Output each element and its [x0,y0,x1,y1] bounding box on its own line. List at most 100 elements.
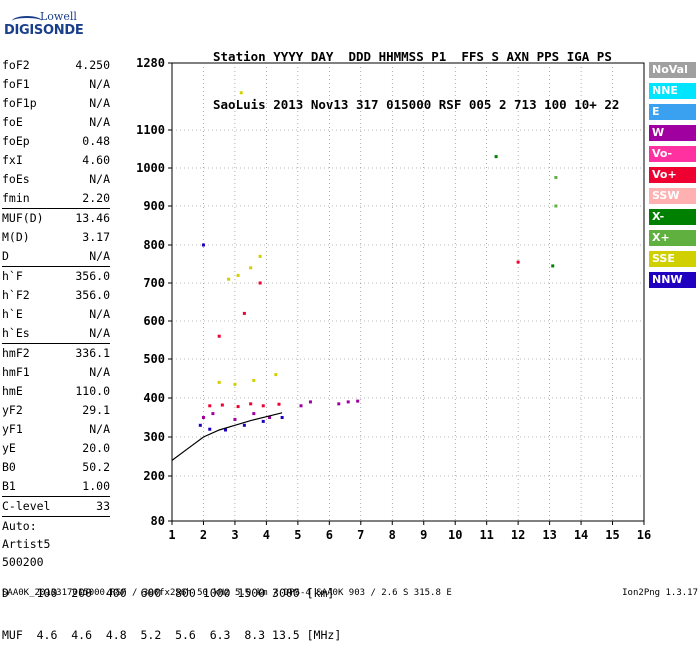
param-value: 33 [96,499,110,513]
y-tick-label: 700 [143,276,165,290]
y-tick-label: 900 [143,199,165,213]
param-key: foF1 [2,77,30,91]
x-tick-label: 6 [326,528,333,542]
y-tick-label: 1280 [136,56,165,70]
data-point-vo [242,311,246,315]
param-separator [2,266,110,267]
data-point-nnw [261,419,265,423]
param-row-he: h`E N/A [2,305,110,324]
param-separator [2,343,110,344]
param-key: foF1p [2,96,37,110]
data-point-w [201,416,205,419]
data-point-w [346,400,350,404]
data-point-sse [233,382,237,386]
auto-line: Auto: [2,519,37,533]
ionogram-chart: 1 2 3 4 5 6 7 8 9 10 11 12 13 14 15 1680200300400500600… [136,56,651,542]
param-key: fmin [2,191,30,205]
y-tick-label: 200 [143,469,165,483]
x-tick-label: 7 [357,528,364,542]
station-header: Station YYYY DAY DDD HHMMSS P1 FFS S AXN… [213,17,619,129]
x-tick-label: 9 [420,528,427,542]
lowell-digisonde-logo: Lowell DIGISONDE [4,10,84,44]
param-value: 20.0 [82,441,110,455]
data-point-sse [258,254,262,258]
param-row-foep: foEp 0.48 [2,132,110,151]
param-row-yf1: yF1 N/A [2,420,110,439]
x-tick-label: 8 [389,528,396,542]
parameter-panel: foF2 4.250 foF1 N/A foF1p N/A foE N/A foEp 0.48 fx… [2,56,110,571]
data-point-nnw [198,423,202,427]
param-key: h`F2 [2,288,30,302]
y-tick-label: 80 [151,514,165,528]
param-row-fof2: foF2 4.250 [2,56,110,75]
data-point-w [356,399,360,403]
param-row-hes: h`Es N/A [2,324,110,343]
data-point-w [211,412,215,416]
data-point-vo [208,404,212,408]
param-row-hme: hmE 110.0 [2,382,110,401]
param-key: foE [2,115,23,129]
param-key: yE [2,441,16,455]
param-key: yF1 [2,422,23,436]
legend-item-vo: Vo+ [649,167,696,183]
data-point-sse [236,273,240,277]
param-value: N/A [89,326,110,340]
version-text: Ion2Png 1.3.17 [622,588,698,598]
data-point-sse [227,277,231,281]
param-key: hmE [2,384,23,398]
logo-swoosh [12,16,42,26]
param-value: 356.0 [75,288,110,302]
param-value: N/A [89,365,110,379]
x-tick-label: 11 [479,528,493,542]
logo-text-top: Lowell [40,10,77,23]
x-tick-label: 2 [200,528,207,542]
data-point-w [308,400,312,404]
data-point-x [554,204,558,208]
legend-item-vo: Vo- [649,146,696,162]
legend-item-w: W [649,125,696,141]
x-tick-label: 16 [637,528,651,542]
muf-footer: D 100 200 400 600 800 1000 1500 3000 [km… [2,558,341,656]
data-point-sse [239,91,243,95]
param-row-md: M(D) 3.17 [2,228,110,247]
file-info-bar: SAA0K_2013317015000.RSF / 300fx256h 50 k… [2,588,698,598]
param-value: 4.60 [82,153,110,167]
header-line-2: SaoLuis 2013 Nov13 317 015000 RSF 005 2 … [213,97,620,112]
plot-frame [171,62,645,522]
param-separator [2,496,110,497]
param-separator [2,208,110,209]
auto-line: Artist5 [2,537,51,551]
param-row-clevel: C-level 33 [2,497,110,516]
data-point-nnw [242,423,246,427]
param-key: foEs [2,172,30,186]
x-tick-label: 4 [263,528,270,542]
x-tick-label: 14 [574,528,588,542]
param-key: M(D) [2,230,30,244]
param-key: hmF1 [2,365,30,379]
param-key: C-level [2,499,51,513]
data-point-vo [277,402,281,406]
param-value: N/A [89,172,110,186]
param-row-foes: foEs N/A [2,170,110,189]
param-key: foEp [2,134,30,148]
param-row-hmf2: hmF2 336.1 [2,344,110,363]
x-tick-label: 12 [511,528,525,542]
param-value: 110.0 [75,384,110,398]
data-point-w [252,412,256,416]
legend-item-sse: SSE [649,251,696,267]
data-point-vo [516,260,520,264]
param-row-mufd: MUF(D) 13.46 [2,209,110,228]
data-point-sse [217,380,221,384]
param-value: 2.20 [82,191,110,205]
data-point-nnw [208,427,212,431]
param-value: N/A [89,115,110,129]
param-key: h`E [2,307,23,321]
data-point-nnw [201,243,205,247]
param-key: B1 [2,479,16,493]
data-point-nnw [223,428,227,432]
param-value: 0.48 [82,134,110,148]
data-point-sse [249,266,253,270]
param-row-b0: B0 50.2 [2,458,110,477]
data-point-x [554,176,558,179]
auto-line: 500200 [2,555,44,569]
